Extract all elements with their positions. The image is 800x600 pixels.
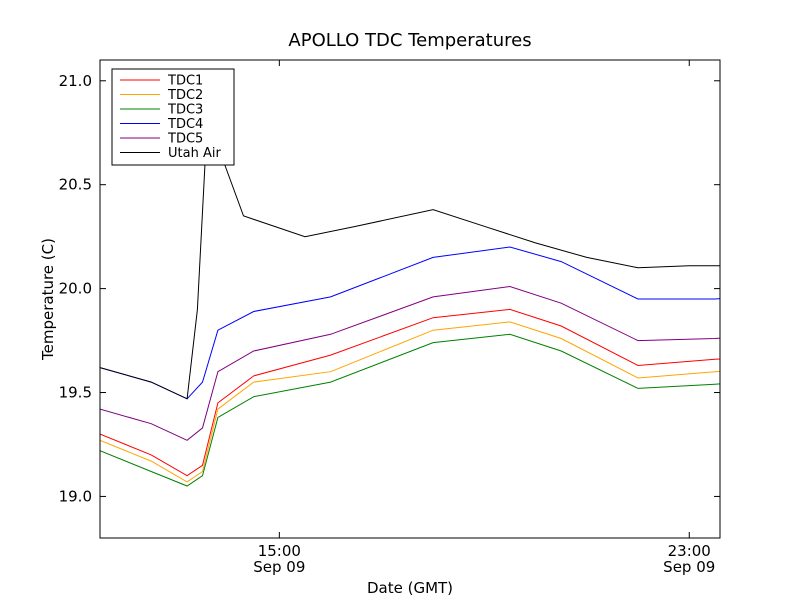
y-tick-label: 21.0	[59, 72, 92, 90]
series-line-tdc2	[100, 321, 720, 483]
x-tick-date-label: Sep 09	[253, 558, 305, 576]
legend-label-tdc1: TDC1	[167, 74, 203, 89]
x-tick-date-label: Sep 09	[663, 558, 715, 576]
legend-label-tdc3: TDC3	[167, 103, 203, 118]
y-tick-label: 19.0	[59, 487, 92, 505]
y-tick-label: 19.5	[59, 384, 92, 402]
y-tick-label: 20.0	[59, 280, 92, 298]
legend-box	[111, 68, 235, 166]
series-layer	[100, 137, 720, 487]
x-tick-time-label: 23:00	[668, 542, 711, 560]
plot-frame	[99, 59, 721, 539]
series-line-tdc3	[100, 333, 720, 487]
series-line-utah-air	[100, 137, 720, 400]
x-axis-label: Date (GMT)	[367, 579, 453, 597]
legend-label-utah-air: Utah Air	[168, 146, 221, 161]
legend-label-tdc4: TDC4	[167, 117, 203, 132]
y-tick-label: 20.5	[59, 176, 92, 194]
series-line-tdc1	[100, 308, 720, 477]
legend-label-tdc5: TDC5	[167, 132, 203, 147]
chart-title: APOLLO TDC Temperatures	[288, 30, 531, 51]
x-tick-time-label: 15:00	[258, 542, 301, 560]
y-axis-label: Temperature (C)	[39, 238, 57, 361]
series-line-tdc4	[100, 246, 720, 400]
legend-label-tdc2: TDC2	[167, 88, 203, 103]
series-line-tdc5	[100, 285, 720, 441]
